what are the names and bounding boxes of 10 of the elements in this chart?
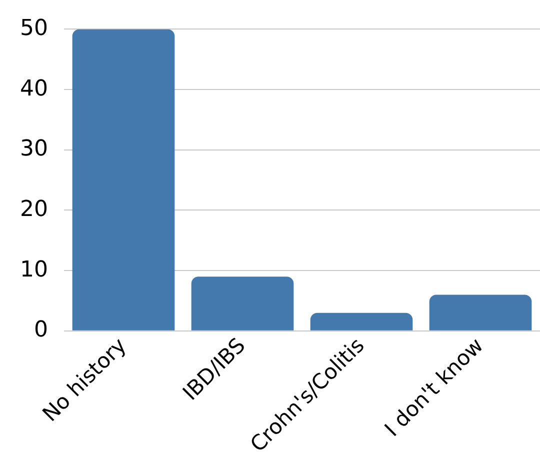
y-tick-label: 20 bbox=[20, 196, 48, 222]
y-tick-label: 0 bbox=[34, 318, 48, 343]
y-tick-label: 10 bbox=[20, 257, 48, 282]
bar bbox=[191, 276, 294, 330]
bar bbox=[72, 29, 175, 330]
bar bbox=[310, 312, 413, 330]
bar bbox=[429, 294, 532, 330]
y-tick-label: 50 bbox=[20, 16, 48, 41]
y-tick-label: 30 bbox=[20, 136, 48, 162]
y-tick-label: 40 bbox=[20, 76, 48, 102]
